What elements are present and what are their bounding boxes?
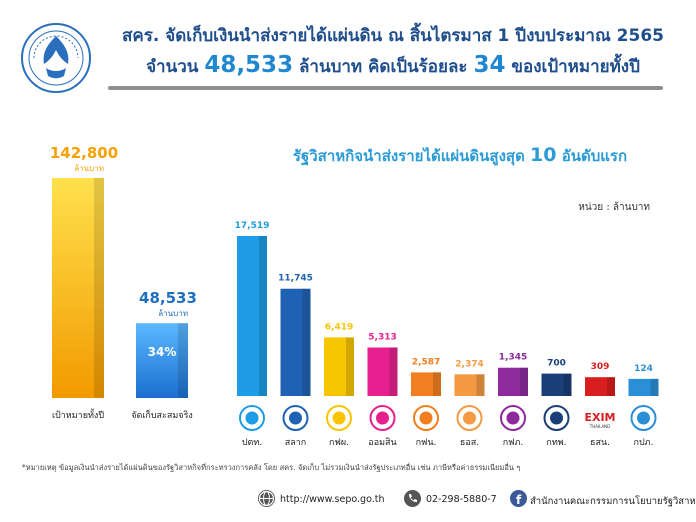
exim-logo-sub: THAILAND <box>589 424 611 429</box>
subtitle-pre: จำนวน <box>146 57 199 77</box>
summary-bar <box>52 178 104 398</box>
top10-category-label: กฟผ. <box>329 438 349 448</box>
summary-unit-label: ล้านบาท <box>158 309 188 318</box>
top10-category-label: ปตท. <box>242 438 262 448</box>
top10-title-num: 10 <box>530 144 557 166</box>
top10-value-label: 1,345 <box>499 353 527 363</box>
footnote: *หมายเหตุ ข้อมูลเงินนำส่งรายได้แผ่นดินขอ… <box>22 463 521 472</box>
subtitle-mid: ล้านบาท คิดเป็นร้อยละ <box>299 57 468 77</box>
summary-category-label: จัดเก็บสะสมจริง <box>131 408 193 421</box>
top10-bar <box>585 377 615 396</box>
top10-bar-chart: 17,519 ปตท. 11,745 สลาก 6,419 กฟผ. 5,313 ออมสิน… <box>235 221 659 448</box>
summary-bar <box>136 323 188 398</box>
top10-bar-shade <box>563 373 572 396</box>
mea-logo-icon <box>413 405 439 431</box>
summary-bar-shade <box>178 323 188 398</box>
top10-bar <box>280 288 311 396</box>
phone-icon <box>404 490 421 507</box>
globe-icon <box>258 490 275 507</box>
top10-value-label: 5,313 <box>368 332 396 342</box>
top10-bar-shade <box>520 367 528 396</box>
top10-bar-shade <box>302 288 311 396</box>
ptt-logo-icon <box>239 405 265 431</box>
subtitle-percent: 34 <box>473 52 506 78</box>
top10-category-label: กฟภ. <box>503 438 524 448</box>
top10-bar <box>411 372 441 396</box>
top10-title-post: อันดับแรก <box>561 147 628 165</box>
summary-category-label: เป้าหมายทั้งปี <box>52 408 104 421</box>
website-link[interactable]: http://www.sepo.go.th <box>280 494 385 505</box>
top10-value-label: 2,587 <box>412 357 440 367</box>
top10-bar <box>628 378 659 396</box>
top10-value-label: 6,419 <box>325 322 353 332</box>
unit-label: หน่วย : ล้านบาท <box>578 202 650 213</box>
top10-bar-shade <box>607 377 615 396</box>
ghb-logo-icon <box>456 405 483 431</box>
exat-logo-icon <box>543 405 570 431</box>
top10-value-label: 17,519 <box>235 221 270 231</box>
top10-chart-title: รัฐวิสาหกิจนำส่งรายได้แผ่นดินสูงสุด 10 อ… <box>280 144 640 168</box>
top10-bar-shade <box>389 347 398 396</box>
top10-bar <box>541 373 572 396</box>
page-subtitle: จำนวน 48,533 ล้านบาท คิดเป็นร้อยละ 34 ขอ… <box>108 52 678 80</box>
top10-bar-shade <box>346 337 354 396</box>
summary-unit-label: ล้านบาท <box>74 164 104 173</box>
top10-value-label: 700 <box>547 359 566 369</box>
top10-value-label: 124 <box>634 364 653 374</box>
top10-category-label: กฟน. <box>416 438 437 448</box>
organization-name: สำนักงานคณะกรรมการนโยบายรัฐวิสาหกิจ <box>530 496 696 507</box>
header-divider <box>108 86 663 90</box>
top10-bar <box>454 374 485 396</box>
pwa-logo-icon <box>630 405 657 431</box>
facebook-icon[interactable]: f <box>510 490 527 507</box>
top10-category-label: สลาก <box>285 438 307 448</box>
top10-value-label: 11,745 <box>278 274 313 284</box>
exim-logo-text: EXIM <box>584 411 615 424</box>
top10-category-label: ธอส. <box>460 438 479 448</box>
subtitle-post: ของเป้าหมายทั้งปี <box>511 57 640 77</box>
lottery-logo-icon <box>282 405 309 431</box>
svg-text:f: f <box>516 493 522 507</box>
top10-bar-shade <box>650 378 659 396</box>
top10-title-pre: รัฐวิสาหกิจนำส่งรายได้แผ่นดินสูงสุด <box>292 147 525 165</box>
top10-bar-shade <box>476 374 485 396</box>
top10-category-label: ธสน. <box>590 438 610 448</box>
summary-value-label: 142,800 <box>50 144 118 162</box>
subtitle-amount: 48,533 <box>204 52 294 78</box>
sepo-logo <box>21 23 91 93</box>
top10-bar <box>324 337 354 396</box>
page-title: สคร. จัดเก็บเงินนำส่งรายได้แผ่นดิน ณ สิ้… <box>122 26 664 46</box>
egat-logo-icon <box>326 405 352 431</box>
top10-bar-shade <box>433 372 441 396</box>
top10-category-label: ออมสิน <box>368 437 396 448</box>
top10-value-label: 2,374 <box>455 359 483 369</box>
summary-value-label: 48,533 <box>139 289 197 307</box>
phone-number: 02-298-5880-7 <box>426 494 497 505</box>
top10-bar <box>237 236 267 396</box>
top10-bar <box>498 367 528 396</box>
top10-category-label: กปภ. <box>634 438 654 448</box>
top10-bar-shade <box>259 236 267 396</box>
collected-percent-label: 34% <box>148 345 177 359</box>
gsb-logo-icon <box>369 405 396 431</box>
summary-bar-shade <box>94 178 104 398</box>
top10-value-label: 309 <box>591 362 610 372</box>
top10-bar <box>367 347 398 396</box>
pea-logo-icon <box>500 405 526 431</box>
top10-category-label: กทพ. <box>546 438 566 448</box>
